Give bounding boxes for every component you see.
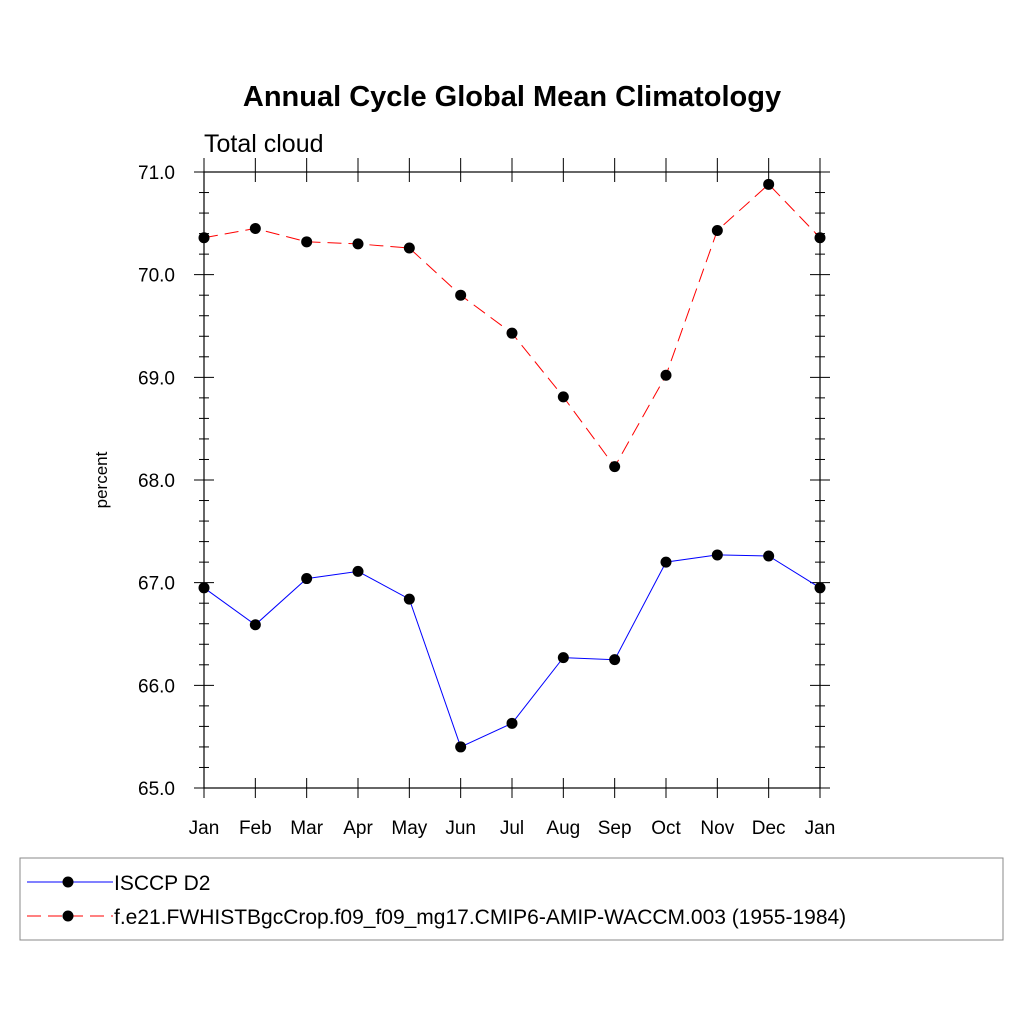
x-tick-label: Mar bbox=[290, 818, 323, 839]
x-tick-label: Nov bbox=[700, 818, 734, 839]
data-point-series-0 bbox=[403, 593, 415, 605]
data-point-series-0 bbox=[763, 550, 775, 562]
plot-frame bbox=[203, 171, 821, 789]
y-tick-label: 67.0 bbox=[138, 574, 175, 595]
data-point-series-0 bbox=[506, 717, 518, 729]
x-tick-label: Aug bbox=[546, 818, 580, 839]
series-lines bbox=[203, 183, 821, 748]
data-point-series-0 bbox=[249, 619, 261, 631]
x-tick-label: Sep bbox=[598, 818, 632, 839]
legend-label-1: f.e21.FWHISTBgcCrop.f09_f09_mg17.CMIP6-A… bbox=[114, 906, 846, 929]
y-tick-label: 69.0 bbox=[138, 368, 175, 389]
x-tick-label: Jan bbox=[189, 818, 220, 839]
data-point-series-1 bbox=[609, 461, 621, 473]
y-tick-label: 66.0 bbox=[138, 676, 175, 697]
data-point-series-1 bbox=[301, 236, 313, 248]
x-tick-label: Apr bbox=[343, 818, 373, 839]
x-tick-label: Jun bbox=[445, 818, 476, 839]
x-tick-label: Feb bbox=[239, 818, 272, 839]
x-tick-label: Jan bbox=[805, 818, 836, 839]
legend-marker-0 bbox=[62, 876, 74, 888]
x-tick-label: Dec bbox=[752, 818, 786, 839]
data-point-series-0 bbox=[557, 652, 569, 664]
data-point-series-1 bbox=[660, 369, 672, 381]
legend: ISCCP D2 f.e21.FWHISTBgcCrop.f09_f09_mg17… bbox=[19, 857, 1004, 941]
y-axis-label: percent bbox=[92, 451, 111, 508]
data-point-series-0 bbox=[711, 549, 723, 561]
x-tick-label: May bbox=[391, 818, 427, 839]
y-tick-label: 70.0 bbox=[138, 266, 175, 287]
y-tick-label: 65.0 bbox=[138, 779, 175, 800]
data-point-series-1 bbox=[506, 327, 518, 339]
data-point-series-1 bbox=[249, 222, 261, 234]
data-point-series-0 bbox=[455, 741, 467, 753]
series-points bbox=[198, 178, 826, 753]
y-tick-label: 68.0 bbox=[138, 471, 175, 492]
y-tick-label: 71.0 bbox=[138, 163, 175, 184]
series-line-1 bbox=[203, 183, 821, 468]
legend-marker-1 bbox=[62, 910, 74, 922]
data-point-series-0 bbox=[352, 565, 364, 577]
data-point-series-1 bbox=[352, 238, 364, 250]
tick-labels: 65.0 66.0 67.0 68.0 69.0 70.0 71.0 Jan Feb Mar Apr… bbox=[138, 163, 835, 839]
legend-box bbox=[19, 857, 1004, 941]
data-point-series-1 bbox=[403, 242, 415, 254]
tick-marks bbox=[194, 158, 830, 798]
data-point-series-0 bbox=[609, 654, 621, 666]
chart-subtitle: Total cloud bbox=[204, 130, 324, 158]
data-point-series-1 bbox=[711, 225, 723, 237]
data-point-series-1 bbox=[763, 178, 775, 190]
legend-label-0: ISCCP D2 bbox=[114, 872, 210, 895]
data-point-series-1 bbox=[557, 391, 569, 403]
data-point-series-0 bbox=[660, 556, 672, 568]
x-tick-label: Jul bbox=[500, 818, 524, 839]
data-point-series-1 bbox=[455, 289, 467, 301]
data-point-series-0 bbox=[301, 573, 313, 585]
x-tick-label: Oct bbox=[651, 818, 681, 839]
chart-title: Annual Cycle Global Mean Climatology bbox=[243, 81, 781, 113]
